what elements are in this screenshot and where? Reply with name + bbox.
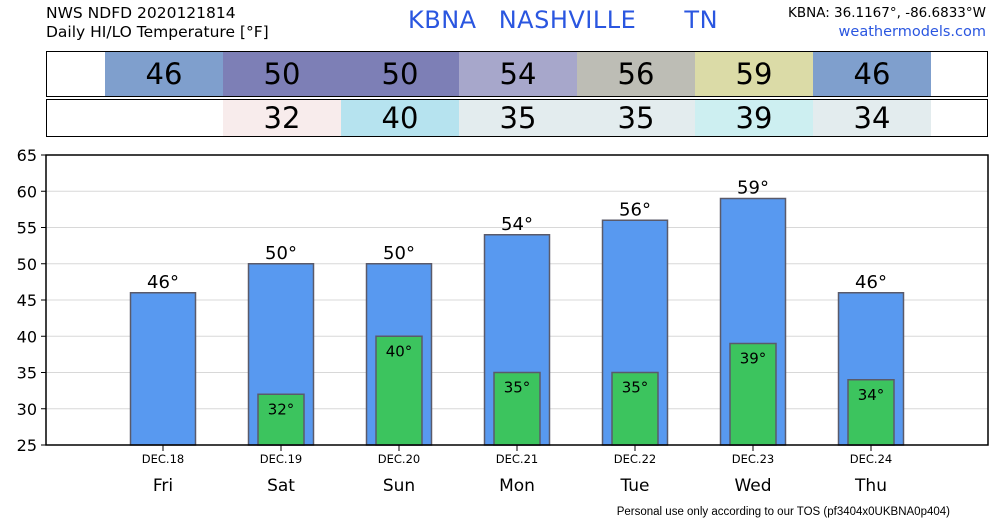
header-right: KBNA: 36.1167°, -86.6833°W weathermodels… [788, 4, 986, 42]
weekday-label: Thu [854, 476, 887, 496]
header-left: NWS NDFD 2020121814 Daily HI/LO Temperat… [46, 4, 269, 42]
y-tick-label: 55 [17, 219, 37, 238]
date-label: DEC.21 [496, 452, 538, 466]
date-label: DEC.20 [378, 452, 420, 466]
low-strip-cell: 32 [223, 100, 341, 136]
high-temp-label: 46° [147, 272, 179, 293]
high-temp-label: 50° [265, 243, 297, 264]
low-temp-label: 32° [268, 400, 295, 418]
weekday-label: Mon [499, 476, 535, 496]
low-strip-cell: 40 [341, 100, 459, 136]
low-temp-label: 35° [622, 379, 649, 397]
high-strip-cell: 56 [577, 52, 695, 96]
date-label: DEC.24 [850, 452, 892, 466]
y-tick-label: 35 [17, 364, 37, 383]
y-tick-label: 65 [17, 146, 37, 165]
high-strip-cell: 50 [341, 52, 459, 96]
low-temp-bar [847, 379, 895, 446]
high-temp-strip: 46 50 50 54 56 59 46 [46, 51, 988, 97]
station-name: NASHVILLE [498, 6, 637, 34]
weekday-label: Sat [267, 476, 295, 496]
high-temp-label: 50° [383, 243, 415, 264]
station-code: KBNA [408, 6, 477, 34]
station-state: TN [684, 6, 719, 34]
weekday-label: Sun [383, 476, 415, 496]
low-temp-label: 39° [740, 350, 767, 368]
plot-frame [45, 154, 989, 446]
station-title: KBNA NASHVILLE TN [408, 6, 718, 34]
low-temp-bar [493, 371, 541, 446]
high-strip-cell: 46 [813, 52, 931, 96]
high-temp-label: 54° [501, 214, 533, 235]
low-strip-cell: 35 [459, 100, 577, 136]
temperature-chart: 25 30 35 40 45 50 55 60 65 46° DEC.18 Fri 50° 32° DEC.… [17, 146, 989, 496]
chart-subtitle: Daily HI/LO Temperature [°F] [46, 23, 269, 41]
high-strip-cell: 54 [459, 52, 577, 96]
high-strip-cell: 50 [223, 52, 341, 96]
y-tick-label: 50 [17, 255, 37, 274]
high-temp-label: 46° [855, 272, 887, 293]
low-temp-label: 40° [386, 342, 413, 360]
high-strip-cell: 46 [105, 52, 223, 96]
source-label: NWS NDFD 2020121814 [46, 4, 236, 22]
footer-note: Personal use only according to our TOS (… [616, 506, 950, 518]
y-tick-label: 45 [17, 291, 37, 310]
weekday-label: Tue [619, 476, 649, 496]
weekday-label: Wed [734, 476, 771, 496]
high-strip-cell: 59 [695, 52, 813, 96]
low-temp-bar [257, 393, 305, 446]
low-strip-cell: 39 [695, 100, 813, 136]
low-temp-strip: 32 40 35 35 39 34 [46, 99, 988, 137]
low-strip-cell [105, 100, 223, 136]
low-strip-cell: 35 [577, 100, 695, 136]
low-temp-label: 35° [504, 379, 531, 397]
low-temp-label: 34° [858, 386, 885, 404]
low-temp-bar [729, 342, 777, 446]
high-temp-label: 56° [619, 199, 651, 220]
weekday-label: Fri [153, 476, 173, 496]
y-tick-label: 30 [17, 400, 37, 419]
date-label: DEC.18 [142, 452, 184, 466]
station-coords: KBNA: 36.1167°, -86.6833°W [787, 5, 986, 21]
y-tick-label: 60 [17, 182, 37, 201]
date-label: DEC.19 [260, 452, 302, 466]
high-temp-label: 59° [737, 178, 769, 199]
low-strip-cell: 34 [813, 100, 931, 136]
date-label: DEC.22 [614, 452, 656, 466]
y-tick-label: 40 [17, 327, 37, 346]
high-temp-bar [129, 292, 197, 446]
site-link[interactable]: weathermodels.com [838, 24, 986, 40]
y-tick-label: 25 [17, 436, 37, 455]
date-label: DEC.23 [732, 452, 774, 466]
